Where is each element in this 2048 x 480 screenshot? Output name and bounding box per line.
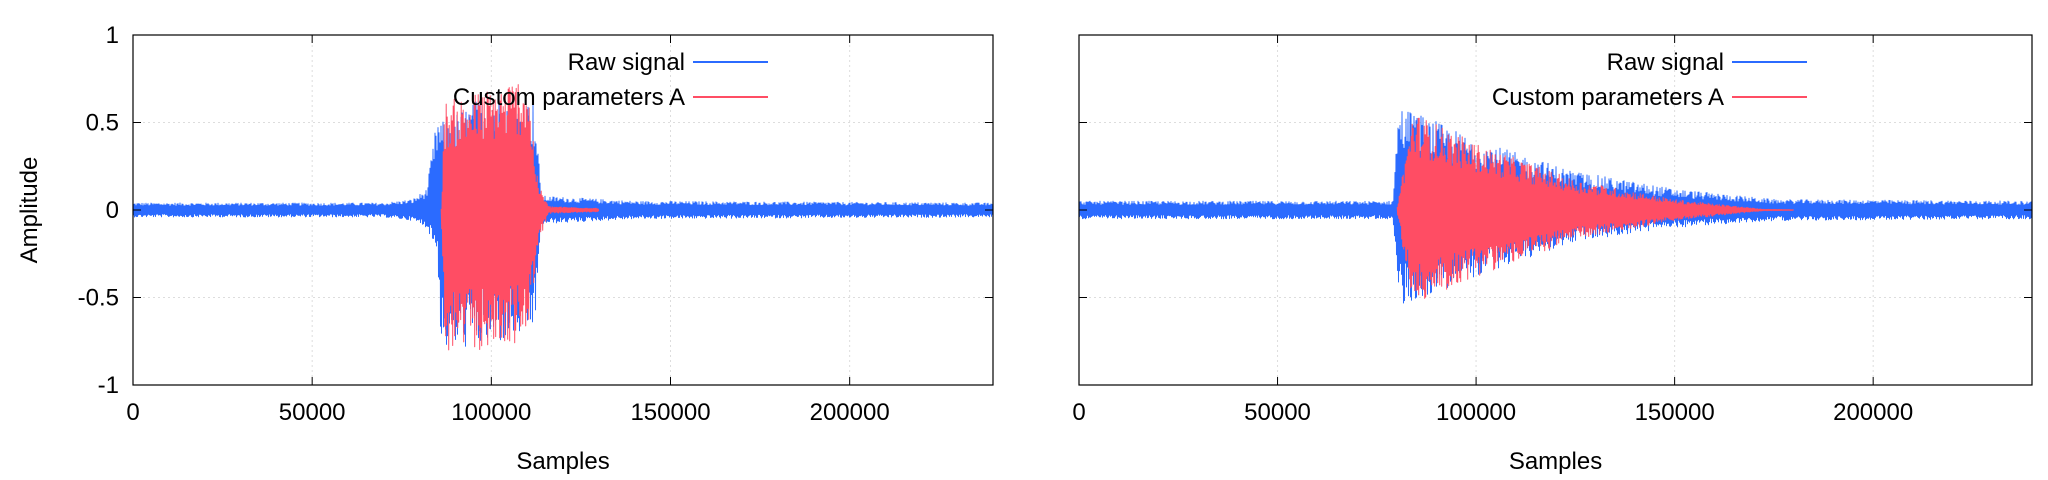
series-line	[1396, 117, 1795, 299]
y-tick-label: -0.5	[78, 285, 119, 312]
series-raw-signal	[1079, 111, 2032, 304]
x-tick-label: 150000	[1635, 399, 1715, 426]
series-custom-parameters-a	[440, 84, 600, 351]
x-tick-label: 50000	[279, 399, 346, 426]
x-tick-label: 0	[126, 399, 139, 426]
legend-label: Raw signal	[1607, 49, 1724, 76]
x-tick-label: 50000	[1244, 399, 1311, 426]
x-tick-label: 200000	[810, 399, 890, 426]
series-custom-parameters-a	[1396, 117, 1795, 299]
x-axis-label: Samples	[516, 448, 609, 475]
y-tick-label: 1	[106, 22, 119, 49]
panel-2: 0 50000 100000 150000 200000 Samples Raw signa…	[1072, 34, 2033, 475]
series-line	[133, 98, 993, 347]
y-tick-label: -1	[98, 372, 119, 399]
series-raw-signal	[133, 98, 993, 347]
x-tick-label: 150000	[630, 399, 710, 426]
series-line	[440, 84, 600, 351]
x-tick-label: 0	[1072, 399, 1085, 426]
legend-label: Custom parameters A	[1492, 84, 1724, 111]
legend: Raw signal Custom parameters A	[453, 49, 768, 111]
legend-label: Raw signal	[568, 49, 685, 76]
panel-1: 0 50000 100000 150000 200000 1 0.5 0 -0.5 -1 Sampl…	[16, 22, 994, 475]
legend-label: Custom parameters A	[453, 84, 685, 111]
x-tick-label: 100000	[451, 399, 531, 426]
legend: Raw signal Custom parameters A	[1492, 49, 1807, 111]
series-line	[1079, 111, 2032, 304]
y-tick-label: 0	[106, 197, 119, 224]
x-axis-label: Samples	[1509, 448, 1602, 475]
y-axis-label: Amplitude	[16, 157, 43, 264]
y-tick-label: 0.5	[86, 110, 119, 137]
x-tick-label: 100000	[1436, 399, 1516, 426]
x-tick-label: 200000	[1833, 399, 1913, 426]
